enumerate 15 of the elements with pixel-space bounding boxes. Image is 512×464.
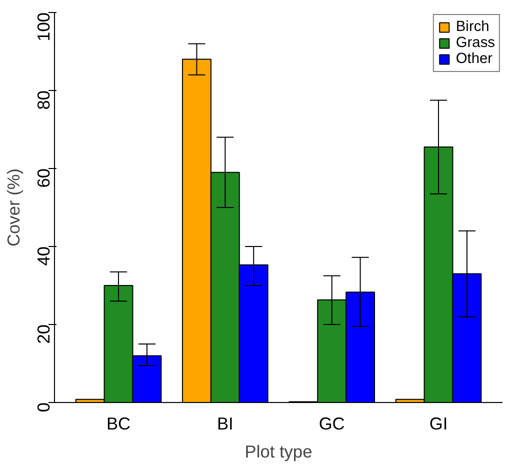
legend-label: Birch (456, 19, 490, 35)
y-tick-label: 60 (34, 168, 54, 188)
legend-label: Grass (456, 35, 495, 51)
y-tick-label: 40 (34, 246, 54, 266)
y-tick-label: 0 (34, 402, 54, 412)
y-tick-label: 100 (34, 12, 54, 42)
x-tick-label: GC (318, 414, 345, 434)
x-tick-label: BC (106, 414, 131, 434)
x-tick-label: GI (429, 414, 448, 434)
y-axis-title: Cover (%) (4, 168, 24, 246)
y-tick-label: 80 (34, 90, 54, 110)
y-tick-label: 20 (34, 324, 54, 344)
x-axis-title: Plot type (244, 442, 312, 462)
legend-label: Other (456, 51, 493, 67)
x-tick-label: BI (216, 414, 234, 434)
